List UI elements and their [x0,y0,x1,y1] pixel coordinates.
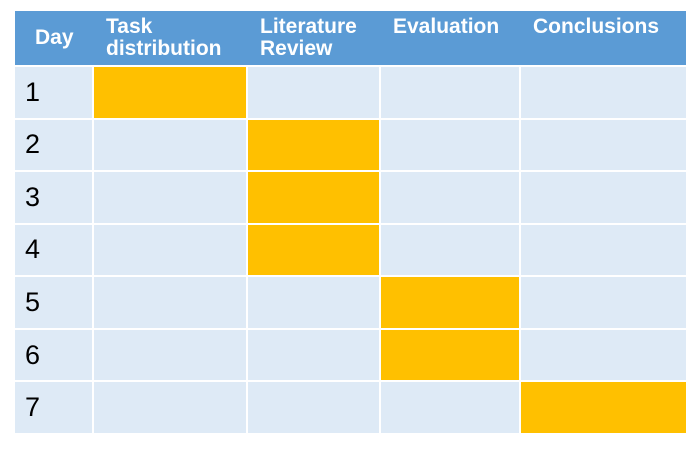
schedule-cell [521,172,686,223]
day-cell-7: 7 [15,382,92,433]
schedule-cell [248,119,379,171]
schedule-cell [521,277,686,328]
schedule-cell [248,277,379,328]
schedule-cell [94,119,246,171]
header-band [15,11,686,65]
schedule-cell [248,172,379,223]
schedule-cell [94,172,246,223]
schedule-table: Day Task distribution Literature Review … [15,11,686,433]
schedule-cell [521,329,686,381]
schedule-cell [94,277,246,328]
schedule-cell [94,329,246,381]
day-cell-5: 5 [15,277,92,328]
schedule-cell [381,277,519,328]
schedule-cell [248,329,379,381]
header-cell-task-distribution: Task distribution [106,15,222,60]
schedule-cell [521,382,686,433]
day-cell-6: 6 [15,329,92,381]
schedule-cell [521,224,686,276]
schedule-cell [94,224,246,276]
header-cell-conclusions: Conclusions [533,15,660,38]
day-cell-2: 2 [15,119,92,171]
header-cell-day: Day [35,26,74,49]
schedule-cell [381,119,519,171]
schedule-cell [248,224,379,276]
schedule-cell [521,119,686,171]
schedule-cell [248,382,379,433]
schedule-cell [381,67,519,118]
schedule-cell [94,382,246,433]
day-cell-4: 4 [15,224,92,276]
day-cell-3: 3 [15,172,92,223]
schedule-cell [94,67,246,118]
schedule-cell [248,67,379,118]
schedule-cell [381,329,519,381]
schedule-cell [381,382,519,433]
schedule-cell [521,67,686,118]
header-cell-literature-review: Literature Review [260,15,357,60]
schedule-cell [381,172,519,223]
header-cell-evaluation: Evaluation [393,15,500,38]
schedule-cell [381,224,519,276]
day-cell-1: 1 [15,67,92,118]
